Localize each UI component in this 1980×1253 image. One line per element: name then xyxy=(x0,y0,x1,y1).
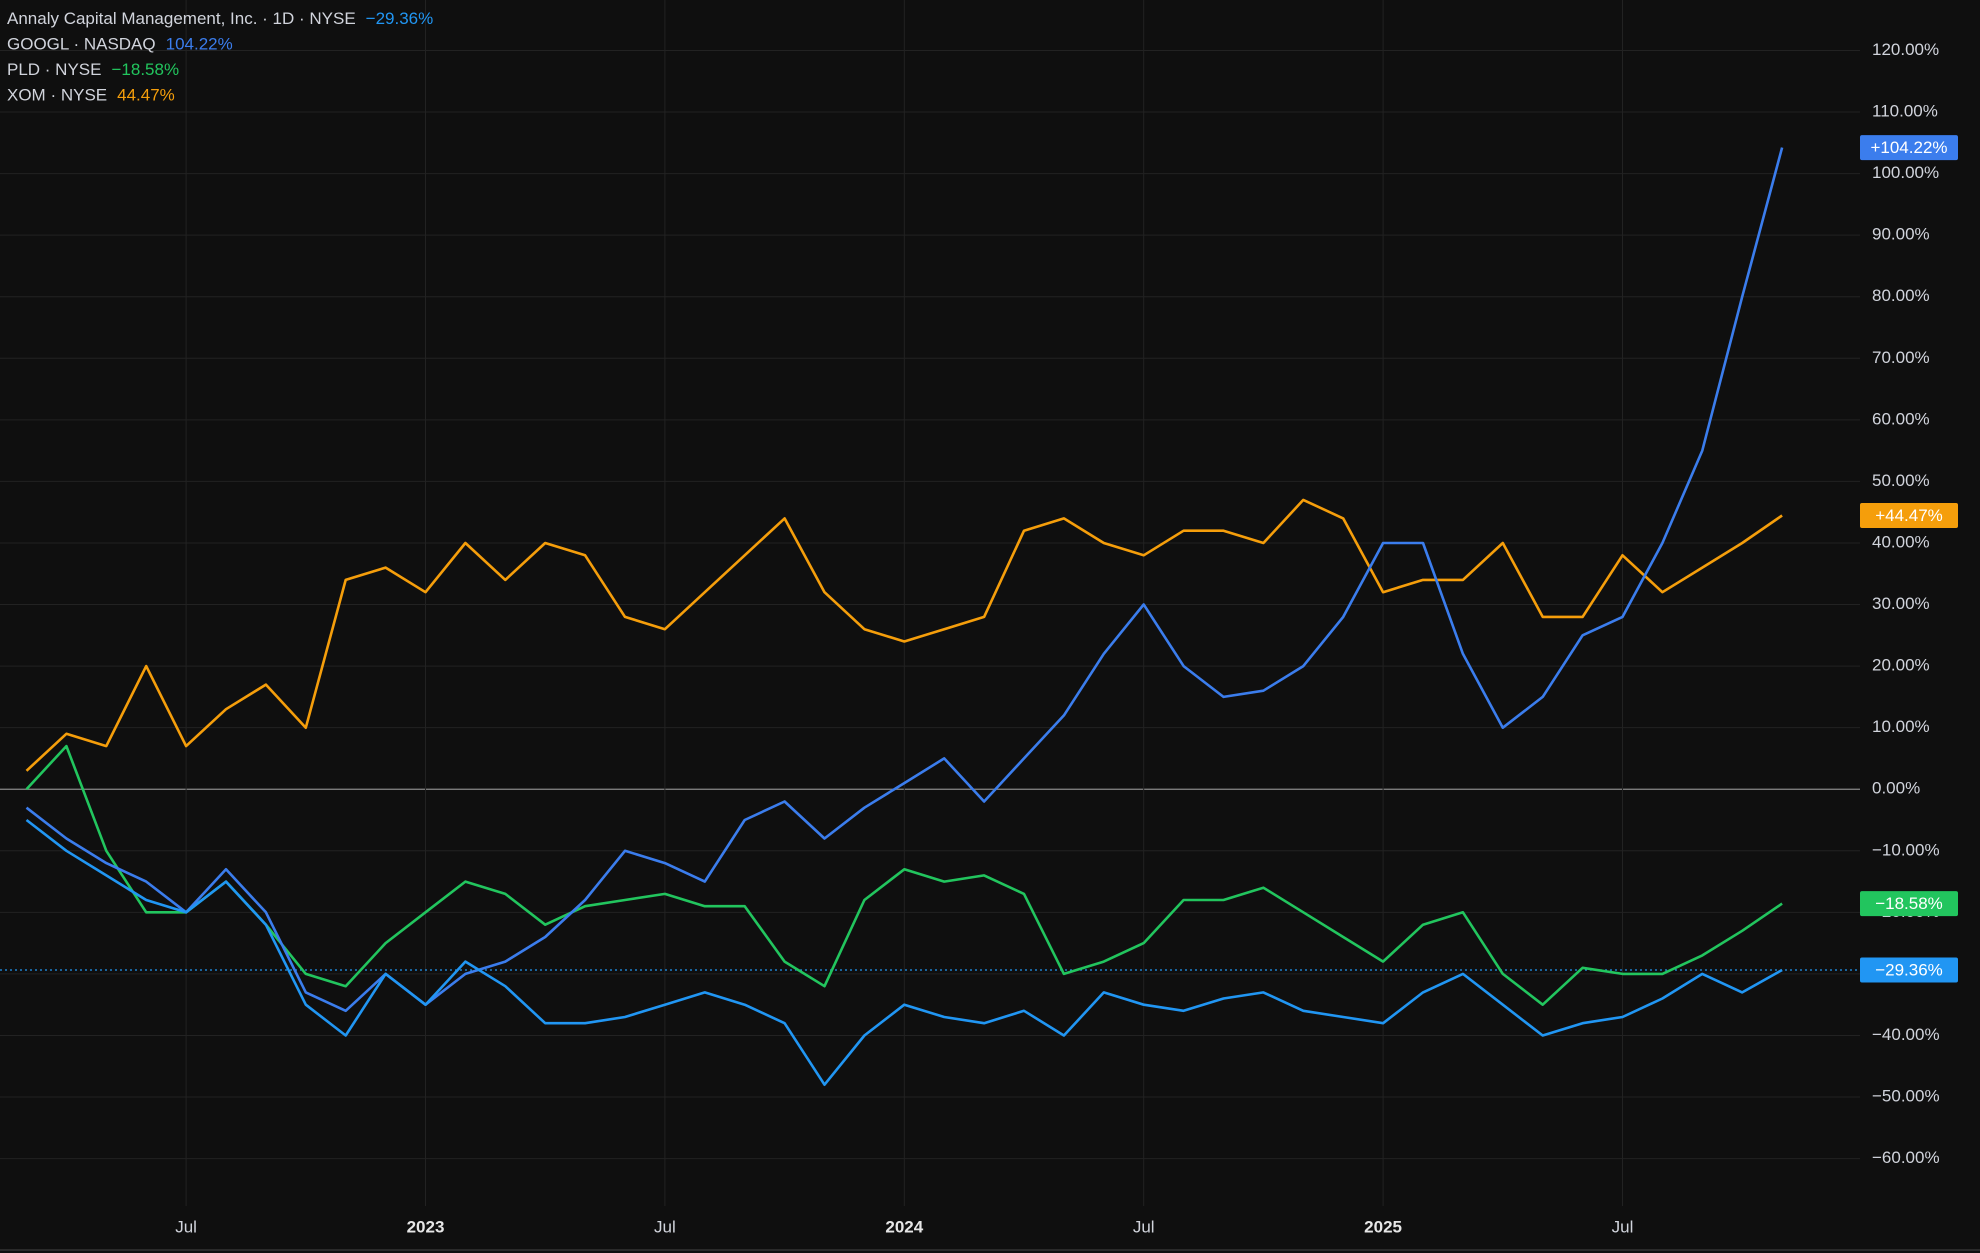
x-tick-label: 2024 xyxy=(885,1217,923,1236)
legend-entry[interactable]: PLD · NYSE −18.58% xyxy=(7,60,179,79)
legend-value: −29.36% xyxy=(366,9,434,28)
price-badge xyxy=(1860,502,1958,528)
y-tick-label: 70.00% xyxy=(1872,348,1930,367)
series-line xyxy=(25,147,1784,1013)
x-tick-label: Jul xyxy=(175,1217,197,1236)
legend-name: PLD · NYSE xyxy=(7,60,101,79)
y-tick-label: 20.00% xyxy=(1872,656,1930,675)
y-tick-label: 110.00% xyxy=(1872,102,1938,121)
y-tick-label: 10.00% xyxy=(1872,717,1930,736)
x-tick-label: Jul xyxy=(1133,1217,1155,1236)
legend-name: Annaly Capital Management, Inc. · 1D · N… xyxy=(7,9,356,28)
legend-entry[interactable]: GOOGL · NASDAQ 104.22% xyxy=(7,35,233,54)
price-badge-label: +44.47% xyxy=(1875,506,1943,525)
legend-value: 104.22% xyxy=(166,35,233,54)
series-line xyxy=(25,818,1783,1086)
y-tick-label: −60.00% xyxy=(1872,1148,1940,1167)
x-tick-label: 2023 xyxy=(407,1217,445,1236)
legend-name: GOOGL · NASDAQ xyxy=(7,35,156,54)
legend-entry[interactable]: XOM · NYSE 44.47% xyxy=(7,86,175,105)
legend-value: 44.47% xyxy=(117,86,175,105)
price-badge-label: −29.36% xyxy=(1875,960,1943,979)
y-tick-label: 100.00% xyxy=(1872,163,1939,182)
y-tick-label: 40.00% xyxy=(1872,532,1930,551)
legend-value: −18.58% xyxy=(111,60,179,79)
price-badge-label: −18.58% xyxy=(1875,894,1943,913)
y-tick-label: −50.00% xyxy=(1872,1087,1940,1106)
series-line xyxy=(25,744,1783,1006)
price-badge-label: +104.22% xyxy=(1870,138,1947,157)
x-tick-label: 2025 xyxy=(1364,1217,1402,1236)
y-tick-label: 120.00% xyxy=(1872,40,1939,59)
y-tick-label: 90.00% xyxy=(1872,225,1930,244)
legend-name: XOM · NYSE xyxy=(7,86,107,105)
price-badge xyxy=(1860,957,1958,983)
series-line xyxy=(25,498,1783,772)
x-tick-label: Jul xyxy=(654,1217,676,1236)
y-tick-label: −10.00% xyxy=(1872,840,1940,859)
x-tick-label: Jul xyxy=(1612,1217,1634,1236)
price-badge xyxy=(1860,135,1958,161)
legend-entry[interactable]: Annaly Capital Management, Inc. · 1D · N… xyxy=(7,9,433,28)
y-tick-label: 80.00% xyxy=(1872,286,1930,305)
y-tick-label: −40.00% xyxy=(1872,1025,1940,1044)
price-badge xyxy=(1860,891,1958,917)
y-tick-label: 30.00% xyxy=(1872,594,1930,613)
y-tick-label: 50.00% xyxy=(1872,471,1930,490)
y-tick-label: 0.00% xyxy=(1872,779,1920,798)
y-tick-label: 60.00% xyxy=(1872,409,1930,428)
